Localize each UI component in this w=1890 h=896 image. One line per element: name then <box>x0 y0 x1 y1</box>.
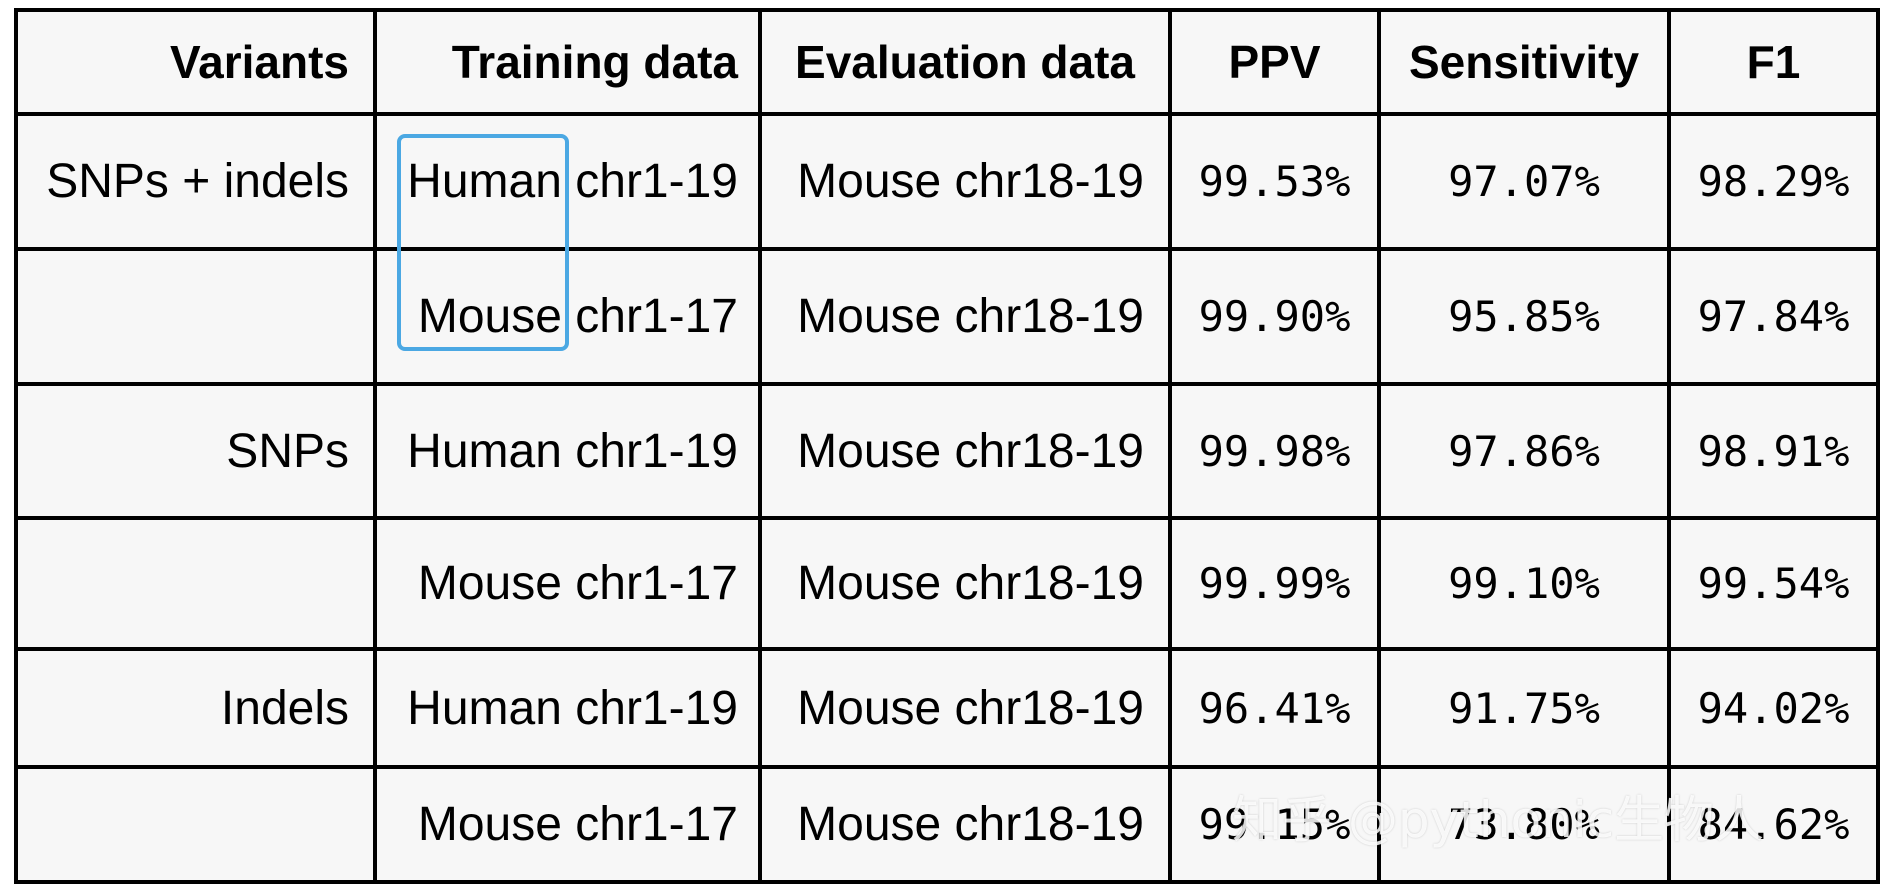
column-divider <box>1377 8 1381 884</box>
table-cell-variants <box>18 769 373 880</box>
table-cell-sensitivity: 99.10% <box>1448 559 1600 608</box>
table-cell-training: Human chr1-19 <box>407 681 738 735</box>
header-variants: Variants <box>170 36 349 88</box>
table-cell-ppv: 96.41% <box>1198 683 1351 733</box>
row-divider <box>14 516 1880 520</box>
table-cell-f1: 98.29% <box>1697 157 1850 206</box>
table-cell-sensitivity: 97.07% <box>1448 157 1600 206</box>
table-cell-ppv: 99.53% <box>1198 157 1351 206</box>
table-cell-variants: SNPs <box>226 424 349 478</box>
table-cell-training: Mouse chr1-17 <box>417 290 738 343</box>
table-cell-ppv: 99.15% <box>1198 800 1351 849</box>
table-cell-variants: SNPs + indels <box>46 155 349 208</box>
table-cell-ppv: 99.99% <box>1198 559 1351 608</box>
table-cell-training: Mouse chr1-17 <box>417 557 738 610</box>
table-cell-evaluation: Mouse chr18-19 <box>797 798 1144 851</box>
table-cell-evaluation: Mouse chr18-19 <box>797 557 1144 610</box>
header-training-data: Training data <box>451 36 738 88</box>
table-cell-variants <box>18 520 373 647</box>
table-cell-f1: 97.84% <box>1697 292 1850 341</box>
column-divider <box>1168 8 1172 884</box>
header-evaluation-data: Evaluation data <box>795 36 1135 88</box>
table-cell-variants <box>18 251 373 382</box>
table-cell-f1: 84.62% <box>1697 800 1850 849</box>
column-divider <box>373 8 377 884</box>
results-table <box>14 8 1880 884</box>
table-cell-f1: 99.54% <box>1697 559 1850 608</box>
table-cell-sensitivity: 95.85% <box>1448 292 1600 341</box>
table-cell-training: Human chr1-19 <box>407 424 738 478</box>
table-cell-f1: 94.02% <box>1697 683 1850 733</box>
table-cell-evaluation: Mouse chr18-19 <box>797 424 1144 478</box>
table-cell-evaluation: Mouse chr18-19 <box>797 681 1144 735</box>
table-cell-evaluation: Mouse chr18-19 <box>797 290 1144 343</box>
row-divider <box>14 647 1880 651</box>
row-divider <box>14 765 1880 769</box>
table-cell-sensitivity: 73.80% <box>1448 800 1600 849</box>
row-divider <box>14 382 1880 386</box>
header-sensitivity: Sensitivity <box>1408 36 1640 88</box>
row-divider <box>14 112 1880 116</box>
table-cell-variants: Indels <box>220 681 349 735</box>
row-divider <box>14 247 1880 251</box>
table-cell-ppv: 99.90% <box>1198 292 1351 341</box>
column-divider <box>758 8 762 884</box>
table-cell-evaluation: Mouse chr18-19 <box>797 155 1144 208</box>
table-cell-sensitivity: 91.75% <box>1448 683 1600 733</box>
table-cell-sensitivity: 97.86% <box>1448 426 1600 476</box>
table-cell-training: Human chr1-19 <box>407 155 738 208</box>
header-ppv: PPV <box>1228 36 1321 88</box>
table-cell-training: Mouse chr1-17 <box>417 798 738 851</box>
column-divider <box>1667 8 1671 884</box>
watermark: 知乎 @pythonic生物人 <box>1232 791 1765 849</box>
table-cell-f1: 98.91% <box>1697 426 1850 476</box>
table-cell-ppv: 99.98% <box>1198 426 1351 476</box>
header-f1: F1 <box>1746 36 1801 88</box>
